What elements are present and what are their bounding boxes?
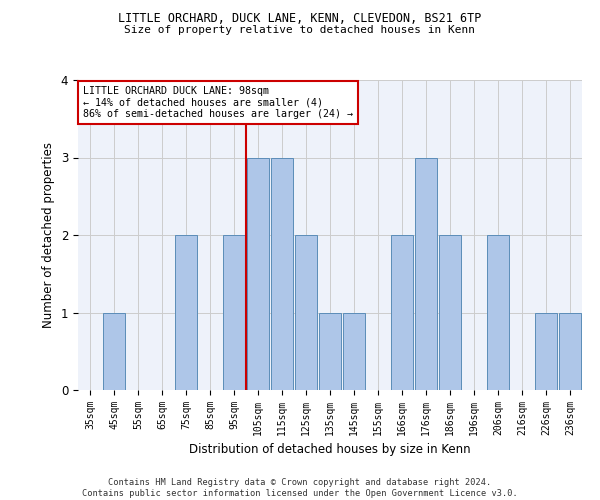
X-axis label: Distribution of detached houses by size in Kenn: Distribution of detached houses by size … xyxy=(189,444,471,456)
Bar xyxy=(271,158,293,390)
Bar xyxy=(103,312,125,390)
Bar xyxy=(439,235,461,390)
Bar xyxy=(295,235,317,390)
Text: Contains HM Land Registry data © Crown copyright and database right 2024.
Contai: Contains HM Land Registry data © Crown c… xyxy=(82,478,518,498)
Bar xyxy=(223,235,245,390)
Bar xyxy=(559,312,581,390)
Bar xyxy=(487,235,509,390)
Bar xyxy=(415,158,437,390)
Text: Size of property relative to detached houses in Kenn: Size of property relative to detached ho… xyxy=(125,25,476,35)
Bar xyxy=(319,312,341,390)
Bar xyxy=(535,312,557,390)
Bar xyxy=(391,235,413,390)
Bar xyxy=(343,312,365,390)
Bar xyxy=(247,158,269,390)
Bar xyxy=(175,235,197,390)
Y-axis label: Number of detached properties: Number of detached properties xyxy=(42,142,55,328)
Text: LITTLE ORCHARD, DUCK LANE, KENN, CLEVEDON, BS21 6TP: LITTLE ORCHARD, DUCK LANE, KENN, CLEVEDO… xyxy=(118,12,482,26)
Text: LITTLE ORCHARD DUCK LANE: 98sqm
← 14% of detached houses are smaller (4)
86% of : LITTLE ORCHARD DUCK LANE: 98sqm ← 14% of… xyxy=(83,86,353,120)
